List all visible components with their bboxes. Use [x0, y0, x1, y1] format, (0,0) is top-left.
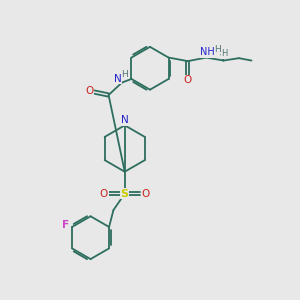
- Text: S: S: [121, 189, 129, 199]
- Text: F: F: [62, 220, 69, 230]
- Text: NH: NH: [200, 47, 215, 57]
- Text: N: N: [114, 74, 122, 84]
- Text: N: N: [121, 115, 129, 125]
- Text: H: H: [122, 70, 128, 79]
- Text: O: O: [184, 76, 192, 85]
- Text: H: H: [221, 50, 228, 58]
- Text: O: O: [85, 85, 94, 96]
- Text: H: H: [214, 45, 221, 54]
- Text: O: O: [100, 189, 108, 199]
- Text: O: O: [141, 189, 150, 199]
